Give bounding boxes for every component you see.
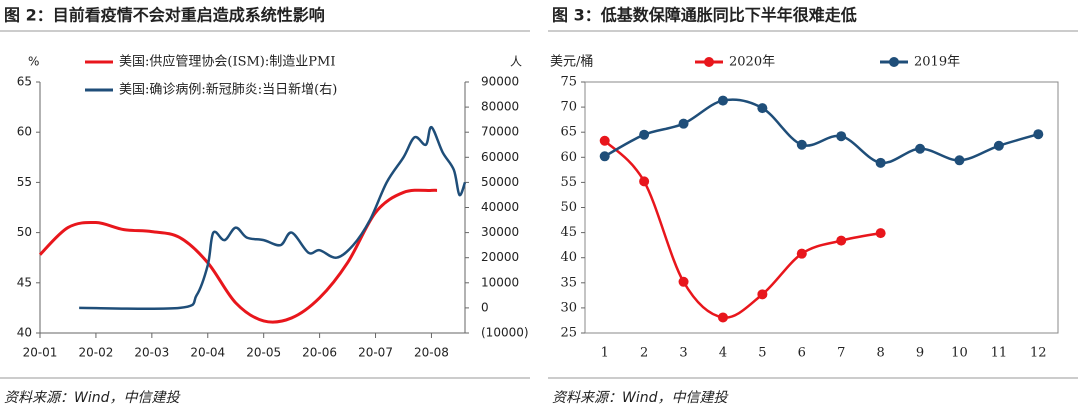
y2-tick-label: 60000 [481,150,519,164]
y2-tick-label: 80000 [481,100,519,114]
series-marker [1033,129,1044,140]
y2-tick-label: 10000 [481,275,519,289]
x-tick-label: 20-04 [190,346,225,360]
x-tick-label: 5 [758,346,766,361]
chart-title: 图 2：目前看疫情不会对重启造成系统性影响 [4,6,325,25]
x-tick-label: 20-02 [78,346,113,360]
series-marker [796,139,807,150]
x-tick-label: 4 [719,346,727,361]
y2-tick-label: 90000 [481,75,519,89]
source: 资料来源：Wind，中信建投 [552,390,729,406]
y2-tick-label: 30000 [481,225,519,239]
x-tick-label: 20-06 [302,346,337,360]
legend-label: 2019年 [914,55,960,70]
y2-tick-label: 0 [481,300,489,314]
x-tick-label: 20-01 [23,346,58,360]
legend-marker [704,57,714,67]
series-marker [599,135,610,146]
series-marker [836,131,847,142]
y-axis-label: % [28,55,39,69]
series-marker [915,143,926,154]
y-axis-label: 美元/桶 [550,55,593,70]
series-marker [678,118,689,129]
series-line [38,188,438,324]
series-line [603,139,881,319]
series-marker [717,95,728,106]
series-marker [757,289,768,300]
x-tick-label: 3 [679,346,687,361]
series-marker [875,157,886,168]
legend-marker [889,57,899,67]
y-tick-label: 65 [560,125,577,140]
y-tick-label: 75 [560,75,577,90]
y2-tick-label: 70000 [481,125,519,139]
series-marker [875,228,886,239]
y-tick-label: 40 [17,326,32,340]
series-marker [717,312,728,323]
chart-title: 图 3：低基数保障通胀同比下半年很难走低 [552,6,857,25]
series-marker [993,140,1004,151]
y-tick-label: 50 [560,200,577,215]
y2-tick-label: (10000) [481,326,529,340]
series-line [79,125,467,311]
x-tick-label: 9 [916,346,924,361]
series-marker [836,235,847,246]
x-tick-label: 1 [601,346,609,361]
y-tick-label: 60 [17,125,32,139]
y-tick-label: 45 [560,225,577,240]
series-marker [639,176,650,187]
y-tick-label: 40 [560,250,577,265]
y-tick-label: 45 [17,275,32,289]
x-tick-label: 20-08 [414,346,449,360]
series-marker [796,248,807,259]
y2-tick-label: 40000 [481,200,519,214]
x-tick-label: 6 [798,346,806,361]
x-tick-label: 2 [640,346,648,361]
y-tick-label: 25 [560,326,577,341]
legend-label: 2020年 [729,55,775,70]
y-tick-label: 60 [560,150,577,165]
y-tick-label: 35 [560,275,577,290]
y2-axis-label: 人 [510,55,522,69]
source: 资料来源：Wind，中信建投 [4,390,181,406]
series-marker [954,155,965,166]
y2-tick-label: 20000 [481,250,519,264]
x-tick-label: 8 [876,346,884,361]
y-tick-label: 30 [560,300,577,315]
series-marker [757,103,768,114]
series-marker [678,276,689,287]
y2-tick-label: 50000 [481,175,519,189]
y-tick-label: 70 [560,100,577,115]
y-tick-label: 65 [17,75,32,89]
y-tick-label: 55 [17,175,32,189]
y-tick-label: 50 [17,225,32,239]
series-marker [599,151,610,162]
x-tick-label: 10 [951,346,968,361]
x-tick-label: 11 [991,346,1008,361]
x-tick-label: 20-05 [246,346,281,360]
x-tick-label: 20-07 [358,346,393,360]
legend-label: 美国:确诊病例:新冠肺炎:当日新增(右) [119,82,337,98]
x-tick-label: 7 [837,346,845,361]
legend-label: 美国:供应管理协会(ISM):制造业PMI [119,54,335,70]
y-tick-label: 55 [560,175,577,190]
x-tick-label: 20-03 [134,346,169,360]
x-tick-label: 12 [1030,346,1047,361]
series-line [604,98,1039,165]
series-marker [639,129,650,140]
